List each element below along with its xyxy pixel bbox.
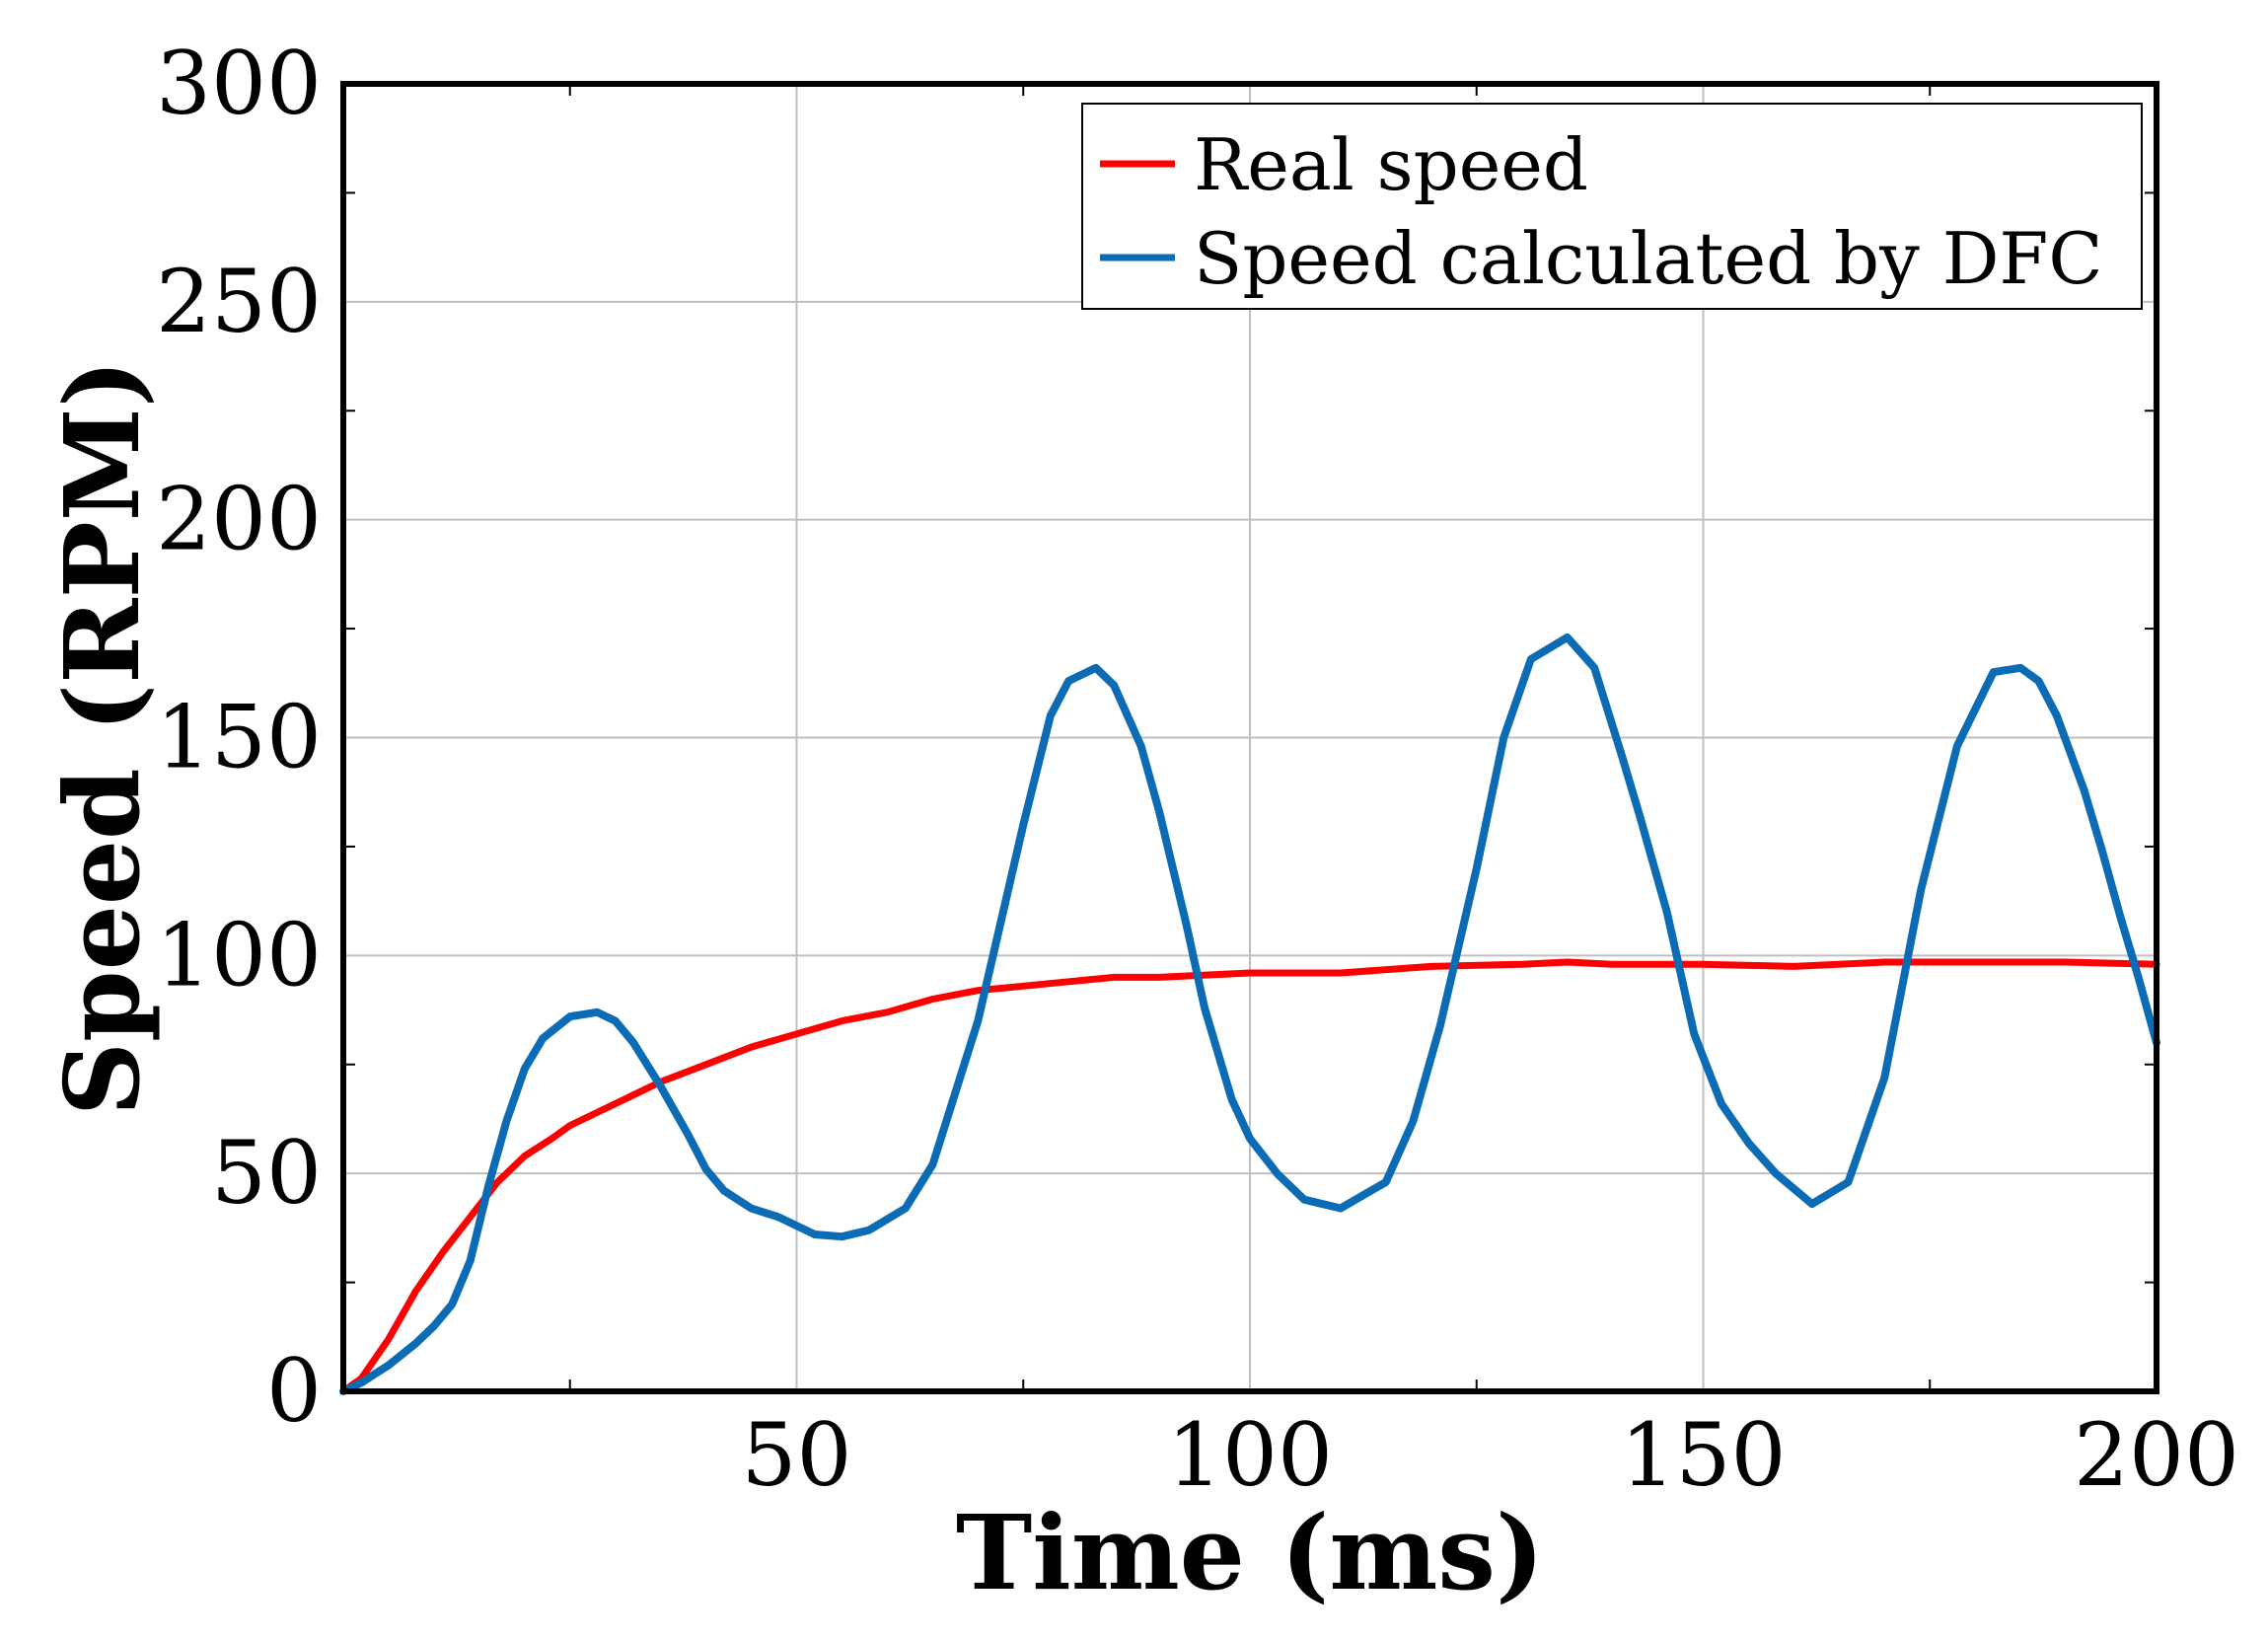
x-tick-label: 100: [1167, 1404, 1333, 1506]
legend-label-real-speed: Real speed: [1194, 123, 1588, 206]
legend-box: [1081, 103, 2143, 310]
y-tick-label: 0: [266, 1340, 322, 1442]
y-tick-labels: 0 50 100 150 200 250 300: [156, 33, 322, 1442]
series-group: [339, 633, 2160, 1395]
x-axis-title: Time (ms): [956, 1492, 1544, 1613]
plot-area-frame: [340, 81, 2159, 1394]
y-tick-label: 300: [156, 33, 322, 134]
x-tick-label: 150: [1621, 1404, 1787, 1506]
legend: Real speed Speed calculated by DFC: [1081, 103, 2143, 310]
y-tick-label: 250: [156, 251, 322, 352]
y-tick-label: 150: [156, 687, 322, 788]
series-line-dfc-speed: [339, 633, 2160, 1395]
y-tick-label: 100: [156, 904, 322, 1006]
y-tick-label: 200: [156, 469, 322, 570]
x-tick-label: 50: [742, 1404, 852, 1506]
legend-label-dfc-speed: Speed calculated by DFC: [1194, 217, 2102, 300]
series-line-real-speed: [339, 958, 2160, 1395]
x-tick-label: 200: [2074, 1404, 2239, 1506]
x-tick-labels: 50 100 150 200: [742, 1404, 2239, 1506]
y-tick-label: 50: [211, 1122, 322, 1224]
y-axis-title: Speed (RPM): [41, 359, 163, 1116]
